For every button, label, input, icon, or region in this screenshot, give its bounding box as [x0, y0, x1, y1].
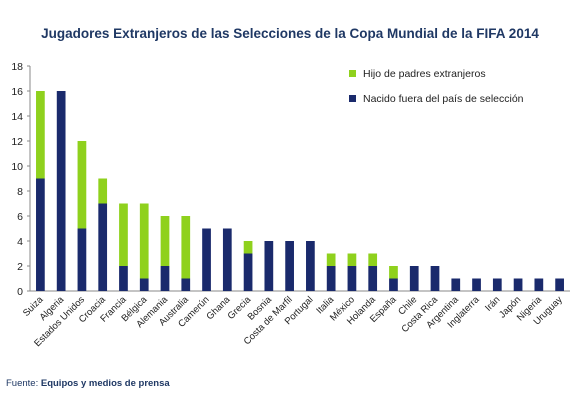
y-tick-label: 6 — [17, 211, 23, 223]
bar-segment-nacido-fuera — [513, 278, 523, 291]
bar-segment-nacido-fuera — [472, 278, 481, 291]
source-text: Equipos y medios de prensa — [40, 378, 170, 389]
bar-segment-nacido-fuera — [160, 266, 170, 291]
bar-segment-nacido-fuera — [409, 266, 419, 291]
bar-segment-hijo-padres — [326, 253, 336, 266]
bar-segment-nacido-fuera — [243, 253, 253, 291]
bar-segment-hijo-padres — [36, 91, 45, 179]
legend-swatch — [349, 70, 356, 77]
bar-segment-nacido-fuera — [77, 228, 87, 291]
y-tick-label: 10 — [11, 161, 23, 173]
bar-segment-nacido-fuera — [492, 278, 502, 291]
y-tick-label: 16 — [11, 86, 23, 98]
y-tick-label: 14 — [11, 111, 23, 123]
bar-segment-hijo-padres — [98, 178, 108, 204]
bar-segment-nacido-fuera — [389, 278, 398, 291]
bar-segment-nacido-fuera — [119, 266, 128, 291]
bar-segment-nacido-fuera — [306, 241, 315, 291]
y-tick-label: 18 — [11, 61, 23, 73]
bar-segment-nacido-fuera — [430, 266, 440, 291]
bar-segment-nacido-fuera — [222, 228, 232, 291]
bar-segment-hijo-padres — [77, 141, 87, 229]
bar-segment-hijo-padres — [119, 203, 128, 266]
y-tick-label: 0 — [17, 286, 23, 298]
bar-segment-nacido-fuera — [56, 91, 66, 291]
bar-segment-hijo-padres — [243, 241, 253, 254]
legend-swatch — [349, 95, 356, 102]
bar-segment-nacido-fuera — [181, 278, 191, 291]
bar-segment-nacido-fuera — [534, 278, 544, 291]
y-tick-label: 2 — [17, 261, 23, 273]
bar-segment-nacido-fuera — [347, 266, 357, 291]
bar-segment-hijo-padres — [181, 216, 191, 279]
chart-title: Jugadores Extranjeros de las Selecciones… — [41, 26, 539, 41]
bar-segment-nacido-fuera — [202, 228, 211, 291]
legend-label: Hijo de padres extranjeros — [363, 68, 486, 80]
bar-segment-nacido-fuera — [285, 241, 294, 291]
bar-segment-nacido-fuera — [36, 178, 45, 291]
legend-label: Nacido fuera del país de selección — [363, 93, 524, 105]
bar-segment-nacido-fuera — [368, 266, 378, 291]
y-tick-label: 8 — [17, 186, 23, 198]
source-note: Fuente: Equipos y medios de prensa — [6, 378, 170, 389]
bar-segment-hijo-padres — [389, 266, 398, 279]
bar-segment-hijo-padres — [139, 203, 149, 279]
bars — [36, 91, 564, 291]
y-axis: 0 2 4 6 8 10 12 14 16 18 — [11, 61, 570, 298]
bar-segment-nacido-fuera — [555, 278, 564, 291]
legend: Hijo de padres extranjeros Nacido fuera d… — [349, 68, 524, 105]
bar-segment-nacido-fuera — [264, 241, 274, 291]
y-tick-label: 12 — [11, 136, 23, 148]
bar-segment-nacido-fuera — [98, 203, 108, 291]
y-tick-label: 4 — [17, 236, 23, 248]
bar-segment-nacido-fuera — [451, 278, 461, 291]
bar-segment-hijo-padres — [160, 216, 170, 266]
bar-segment-nacido-fuera — [139, 278, 149, 291]
source-label: Fuente: — [6, 378, 39, 389]
bar-segment-hijo-padres — [368, 253, 378, 266]
bar-segment-hijo-padres — [347, 253, 357, 266]
bar-segment-nacido-fuera — [326, 266, 336, 291]
